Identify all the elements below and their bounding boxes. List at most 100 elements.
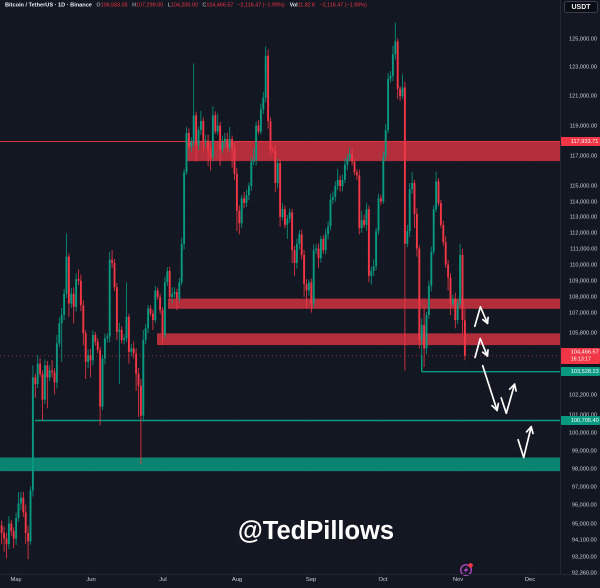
candle[interactable] xyxy=(79,274,82,312)
candle[interactable] xyxy=(461,248,464,334)
candle[interactable] xyxy=(401,74,404,99)
candle[interactable] xyxy=(442,220,445,246)
candle[interactable] xyxy=(55,335,58,389)
candle[interactable] xyxy=(435,171,438,213)
candle[interactable] xyxy=(406,225,409,248)
resistance-zone[interactable] xyxy=(186,141,560,162)
candle[interactable] xyxy=(175,288,178,311)
candle[interactable] xyxy=(247,182,250,201)
candle[interactable] xyxy=(271,146,274,154)
drawn-arrows[interactable] xyxy=(473,305,534,459)
candle[interactable] xyxy=(58,317,61,347)
candle[interactable] xyxy=(279,158,282,227)
resistance-zone[interactable] xyxy=(168,298,560,309)
candle[interactable] xyxy=(423,306,426,368)
candle[interactable] xyxy=(63,289,66,321)
candle[interactable] xyxy=(130,343,133,357)
candle[interactable] xyxy=(250,157,253,192)
arrow-drawing[interactable] xyxy=(474,337,489,359)
candle[interactable] xyxy=(166,267,169,286)
candle[interactable] xyxy=(34,373,37,398)
candle[interactable] xyxy=(255,121,258,166)
candle[interactable] xyxy=(228,127,231,152)
candle[interactable] xyxy=(329,193,332,231)
candle[interactable] xyxy=(75,273,78,312)
candle[interactable] xyxy=(84,330,87,380)
candle[interactable] xyxy=(288,208,291,223)
candle[interactable] xyxy=(231,135,234,168)
candle[interactable] xyxy=(187,128,190,149)
supply-demand-zones[interactable] xyxy=(0,141,560,472)
candle[interactable] xyxy=(459,243,462,307)
candle[interactable] xyxy=(147,305,150,334)
candle[interactable] xyxy=(94,331,97,346)
candle[interactable] xyxy=(207,134,210,167)
candle[interactable] xyxy=(185,127,188,176)
candle[interactable] xyxy=(403,81,406,371)
candle[interactable] xyxy=(348,147,351,162)
candle[interactable] xyxy=(240,195,243,228)
volume-label[interactable]: Vol xyxy=(289,2,298,8)
candle[interactable] xyxy=(183,169,186,250)
candle[interactable] xyxy=(139,378,142,465)
candle[interactable] xyxy=(5,532,8,559)
candle[interactable] xyxy=(163,276,166,339)
candle[interactable] xyxy=(48,365,51,382)
candle[interactable] xyxy=(108,251,111,343)
candle[interactable] xyxy=(341,174,344,192)
candle[interactable] xyxy=(245,189,248,207)
candle[interactable] xyxy=(209,145,212,171)
candle[interactable] xyxy=(43,359,46,404)
candle[interactable] xyxy=(173,287,176,298)
candle[interactable] xyxy=(243,192,246,209)
candle[interactable] xyxy=(295,238,298,269)
candle[interactable] xyxy=(444,236,447,269)
arrow-drawing[interactable] xyxy=(481,364,500,412)
candle[interactable] xyxy=(118,323,121,385)
symbol-legend[interactable]: Bitcoin / TetherUS · 1D · Binance O106,58… xyxy=(5,2,367,8)
candle[interactable] xyxy=(39,358,42,377)
support-line[interactable] xyxy=(421,355,560,373)
candle[interactable] xyxy=(399,86,402,101)
candle[interactable] xyxy=(89,348,92,378)
candle[interactable] xyxy=(456,299,459,325)
candle[interactable] xyxy=(339,175,342,192)
candle[interactable] xyxy=(384,124,387,161)
candle[interactable] xyxy=(317,243,320,268)
candle[interactable] xyxy=(363,214,366,228)
candle[interactable] xyxy=(322,235,325,254)
candle[interactable] xyxy=(171,287,174,304)
candle[interactable] xyxy=(283,205,286,229)
candle[interactable] xyxy=(353,158,356,176)
candle[interactable] xyxy=(437,178,440,206)
price-axis[interactable]: 125,000.00 123,000.00 121,000.00 119,000.00… xyxy=(560,0,600,576)
candle[interactable] xyxy=(319,235,322,263)
candle[interactable] xyxy=(377,193,380,235)
candle[interactable] xyxy=(199,110,202,135)
candle[interactable] xyxy=(70,287,73,309)
candle[interactable] xyxy=(214,111,217,134)
candle[interactable] xyxy=(370,266,373,285)
candle[interactable] xyxy=(257,120,260,135)
arrow-drawing[interactable] xyxy=(473,305,489,328)
candle[interactable] xyxy=(159,293,162,314)
candle[interactable] xyxy=(41,370,44,421)
candle[interactable] xyxy=(343,158,346,184)
candle[interactable] xyxy=(331,191,334,204)
arrow-drawing[interactable] xyxy=(500,383,517,415)
candle[interactable] xyxy=(0,520,3,545)
candle[interactable] xyxy=(300,229,303,260)
candle[interactable] xyxy=(46,360,49,409)
candle[interactable] xyxy=(10,520,13,536)
candle[interactable] xyxy=(204,134,207,148)
candle[interactable] xyxy=(327,221,330,240)
candle[interactable] xyxy=(65,233,68,298)
candle[interactable] xyxy=(358,169,361,235)
candle[interactable] xyxy=(156,287,159,300)
candle[interactable] xyxy=(286,214,289,240)
candle[interactable] xyxy=(190,137,193,153)
arrow-drawing[interactable] xyxy=(517,425,534,459)
candle[interactable] xyxy=(115,282,118,341)
candle[interactable] xyxy=(411,172,414,194)
